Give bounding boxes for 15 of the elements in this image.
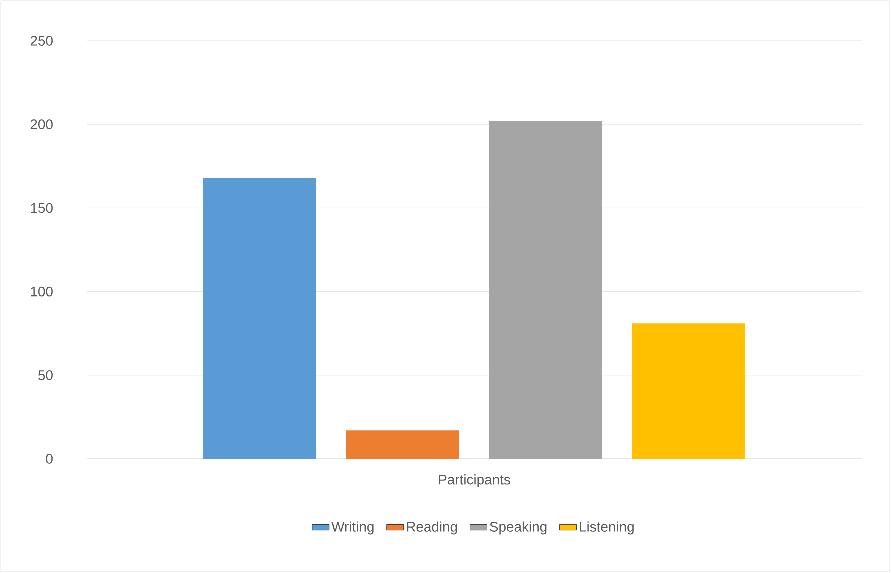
bar <box>632 324 746 459</box>
legend-label: Speaking <box>490 522 547 535</box>
legend-label: Writing <box>332 522 374 535</box>
y-tick-label: 200 <box>30 120 53 130</box>
bar <box>204 178 317 459</box>
legend-label: Listening <box>580 522 634 535</box>
y-tick-label: 150 <box>31 203 53 214</box>
y-tick-label: 250 <box>30 36 53 46</box>
y-tick-label: 50 <box>38 370 53 380</box>
x-tick-label: Participants <box>439 474 510 488</box>
bar <box>346 430 460 459</box>
y-tick-label: 100 <box>31 286 53 297</box>
bar <box>490 121 603 459</box>
legend-label: Reading <box>407 522 458 535</box>
y-tick-label: 0 <box>46 454 53 464</box>
